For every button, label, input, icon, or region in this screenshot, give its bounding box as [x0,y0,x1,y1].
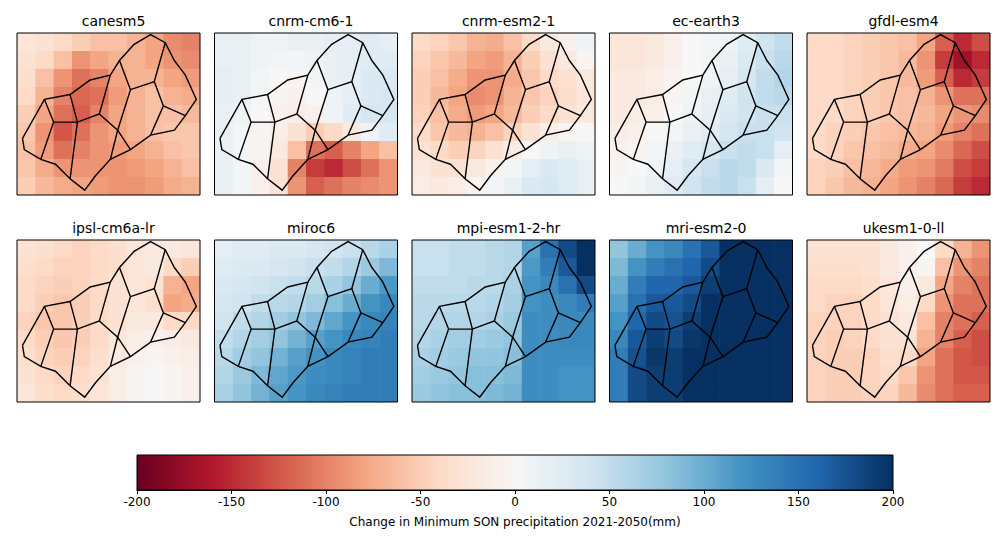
svg-text:0: 0 [511,495,519,509]
svg-text:canesm5: canesm5 [82,13,146,29]
svg-text:ukesm1-0-ll: ukesm1-0-ll [863,220,945,236]
svg-text:-100: -100 [312,495,339,509]
svg-text:gfdl-esm4: gfdl-esm4 [868,13,938,29]
svg-text:cnrm-cm6-1: cnrm-cm6-1 [269,13,354,29]
svg-text:-200: -200 [123,495,150,509]
svg-text:100: 100 [693,495,716,509]
svg-text:mri-esm2-0: mri-esm2-0 [666,220,747,236]
svg-text:200: 200 [882,495,905,509]
svg-text:ec-earth3: ec-earth3 [672,13,740,29]
svg-text:50: 50 [602,495,617,509]
svg-text:Change in Minimum SON precipit: Change in Minimum SON precipitation 2021… [349,515,680,529]
svg-text:cnrm-esm2-1: cnrm-esm2-1 [462,13,555,29]
svg-text:mpi-esm1-2-hr: mpi-esm1-2-hr [457,220,561,236]
svg-text:150: 150 [787,495,810,509]
svg-text:miroc6: miroc6 [287,220,335,236]
svg-text:ipsl-cm6a-lr: ipsl-cm6a-lr [72,220,155,236]
svg-text:-50: -50 [411,495,431,509]
svg-text:-150: -150 [218,495,245,509]
